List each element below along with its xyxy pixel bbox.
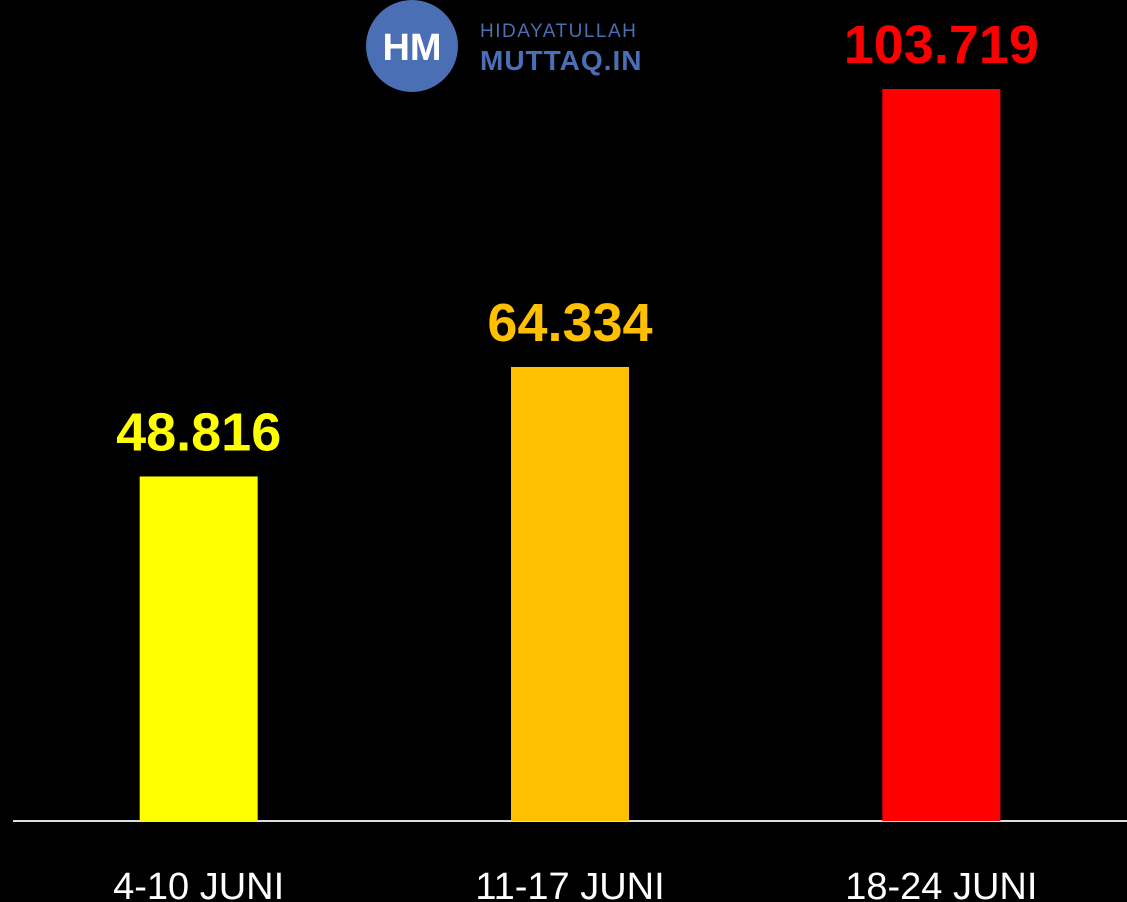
x-tick-label: 18-24 JUNI [845,866,1037,902]
bar [511,366,629,821]
bar [882,89,1001,821]
bar [139,476,258,821]
value-label: 103.719 [844,15,1039,75]
x-tick-label: 4-10 JUNI [113,866,284,902]
value-label: 48.816 [116,402,281,462]
value-label: 64.334 [487,293,652,353]
x-tick-label: 11-17 JUNI [475,866,664,902]
logo-initials: HM [382,27,441,69]
logo: HM HIDAYATULLAH MUTTAQ.IN [366,0,642,92]
logo-circle [366,0,458,92]
logo-line2: MUTTAQ.IN [480,45,642,76]
logo-line1: HIDAYATULLAH [480,21,637,42]
